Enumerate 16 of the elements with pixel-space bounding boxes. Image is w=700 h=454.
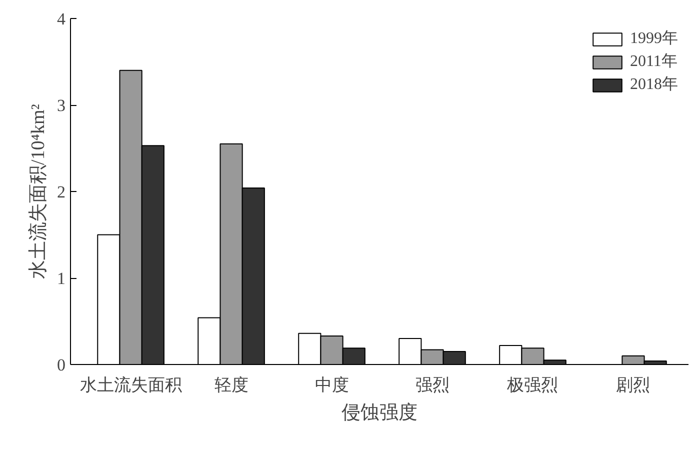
legend-label: 2011年	[630, 52, 678, 72]
y-tick-label: 1	[57, 269, 66, 288]
x-tick-label: 轻度	[214, 376, 248, 394]
x-tick-label: 水土流失面积	[80, 376, 182, 394]
legend-label: 1999年	[630, 29, 678, 49]
x-tick-label: 强烈	[415, 376, 450, 394]
x-axis-title: 侵蚀强度	[342, 402, 418, 424]
legend-label: 2018年	[630, 75, 678, 95]
y-tick-label: 2	[57, 182, 66, 202]
x-tick-label: 剧烈	[616, 376, 650, 394]
y-tick-label: 0	[57, 356, 66, 374]
y-axis-title: 水土流失面积/10⁴km²	[27, 104, 49, 279]
x-tick-label: 中度	[314, 376, 349, 394]
y-tick-label: 4	[57, 10, 66, 28]
y-tick-label: 3	[57, 96, 66, 115]
x-tick-label: 极强烈	[506, 376, 558, 394]
